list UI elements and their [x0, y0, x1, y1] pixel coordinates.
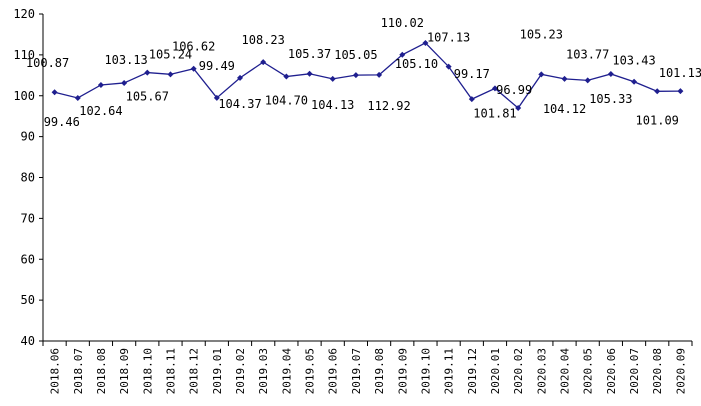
x-tick-label: 2020.08: [651, 348, 664, 394]
data-label: 99.46: [44, 115, 80, 129]
data-label: 104.37: [218, 97, 261, 111]
data-label: 103.13: [104, 53, 147, 67]
data-label: 108.23: [242, 33, 285, 47]
data-point: [677, 88, 684, 95]
data-point: [445, 63, 452, 70]
x-tick-label: 2020.04: [559, 348, 572, 395]
data-point: [607, 70, 614, 77]
x-tick-label: 2019.06: [327, 348, 340, 394]
data-label: 105.10: [395, 57, 438, 71]
data-label: 99.49: [199, 59, 235, 73]
data-point: [190, 65, 197, 72]
data-point: [468, 96, 475, 103]
data-label: 105.23: [520, 27, 563, 41]
x-tick-label: 2018.10: [141, 348, 154, 394]
x-tick-label: 2020.09: [674, 348, 687, 394]
data-point: [237, 74, 244, 81]
x-tick-label: 2020.06: [605, 348, 618, 394]
x-tick-label: 2019.09: [396, 348, 409, 394]
data-point: [97, 81, 104, 88]
data-point: [260, 59, 267, 66]
data-label: 104.70: [265, 94, 308, 108]
y-tick-label: 50: [21, 293, 35, 307]
y-tick-label: 80: [21, 171, 35, 185]
y-tick-label: 70: [21, 211, 35, 225]
data-label: 104.13: [311, 98, 354, 112]
data-point: [491, 85, 498, 92]
data-label: 107.13: [427, 31, 470, 45]
y-tick-label: 120: [13, 7, 35, 21]
data-label: 99.17: [454, 67, 490, 81]
data-point: [329, 75, 336, 82]
data-point: [422, 39, 429, 46]
data-point: [144, 69, 151, 76]
data-point: [121, 79, 128, 86]
x-tick-label: 2020.05: [582, 348, 595, 394]
y-tick-label: 100: [13, 89, 35, 103]
data-label: 112.92: [367, 99, 410, 113]
data-label: 100.87: [26, 56, 69, 70]
x-tick-label: 2019.11: [443, 348, 456, 394]
data-point: [352, 72, 359, 79]
data-label: 101.81: [473, 106, 516, 120]
data-point: [283, 73, 290, 80]
data-point: [561, 75, 568, 82]
x-tick-label: 2018.06: [49, 348, 62, 394]
data-point: [584, 77, 591, 84]
data-point: [213, 94, 220, 101]
data-label: 96.99: [496, 83, 532, 97]
x-tick-label: 2018.07: [72, 348, 85, 394]
data-label: 103.77: [566, 47, 609, 61]
data-label: 106.62: [172, 40, 215, 54]
x-tick-label: 2020.07: [628, 348, 641, 394]
data-label: 101.09: [636, 113, 679, 127]
data-point: [538, 71, 545, 78]
series-line: [54, 42, 681, 110]
data-point: [654, 88, 661, 95]
x-tick-label: 2019.03: [257, 348, 270, 394]
series-group: [51, 39, 684, 112]
x-tick-label: 2018.08: [95, 348, 108, 394]
data-label: 102.64: [79, 104, 122, 118]
y-tick-label: 60: [21, 252, 35, 266]
data-label: 105.67: [126, 90, 169, 104]
y-axis-ticks: 40 50 60 70 80 90 100 110 120: [13, 7, 43, 348]
x-tick-label: 2019.04: [280, 348, 293, 395]
data-point: [74, 94, 81, 101]
x-tick-label: 2020.01: [489, 348, 502, 394]
x-tick-label: 2018.09: [118, 348, 131, 394]
data-point: [376, 71, 383, 78]
data-point: [399, 51, 406, 58]
x-tick-label: 2019.08: [373, 348, 386, 394]
data-label: 105.37: [288, 47, 331, 61]
x-axis-ticks: 2018.06 2018.07 2018.08 2018.09 2018.10 2018.…: [42, 341, 693, 395]
y-tick-label: 40: [21, 334, 35, 348]
data-label: 101.13: [659, 66, 701, 80]
x-tick-label: 2020.03: [535, 348, 548, 394]
y-tick-label: 110: [13, 48, 35, 62]
data-label: 103.43: [612, 54, 655, 68]
data-label: 104.12: [543, 102, 586, 116]
data-point: [515, 105, 522, 112]
x-tick-label: 2019.02: [234, 348, 247, 394]
data-label: 105.33: [589, 92, 632, 106]
data-point: [306, 70, 313, 77]
x-tick-label: 2019.01: [211, 348, 224, 394]
x-tick-label: 2019.12: [466, 348, 479, 394]
x-tick-label: 2019.10: [419, 348, 432, 394]
data-point: [167, 71, 174, 78]
data-label: 105.05: [334, 48, 377, 62]
data-point: [51, 89, 58, 96]
x-tick-label: 2019.07: [350, 348, 363, 394]
x-tick-label: 2018.12: [188, 348, 201, 394]
x-tick-label: 2018.11: [164, 348, 177, 394]
data-point: [631, 78, 638, 85]
data-label: 105.24: [149, 47, 192, 61]
x-tick-label: 2020.02: [512, 348, 525, 394]
y-tick-label: 90: [21, 130, 35, 144]
data-label: 110.02: [381, 16, 424, 30]
x-tick-label: 2019.05: [304, 348, 317, 394]
